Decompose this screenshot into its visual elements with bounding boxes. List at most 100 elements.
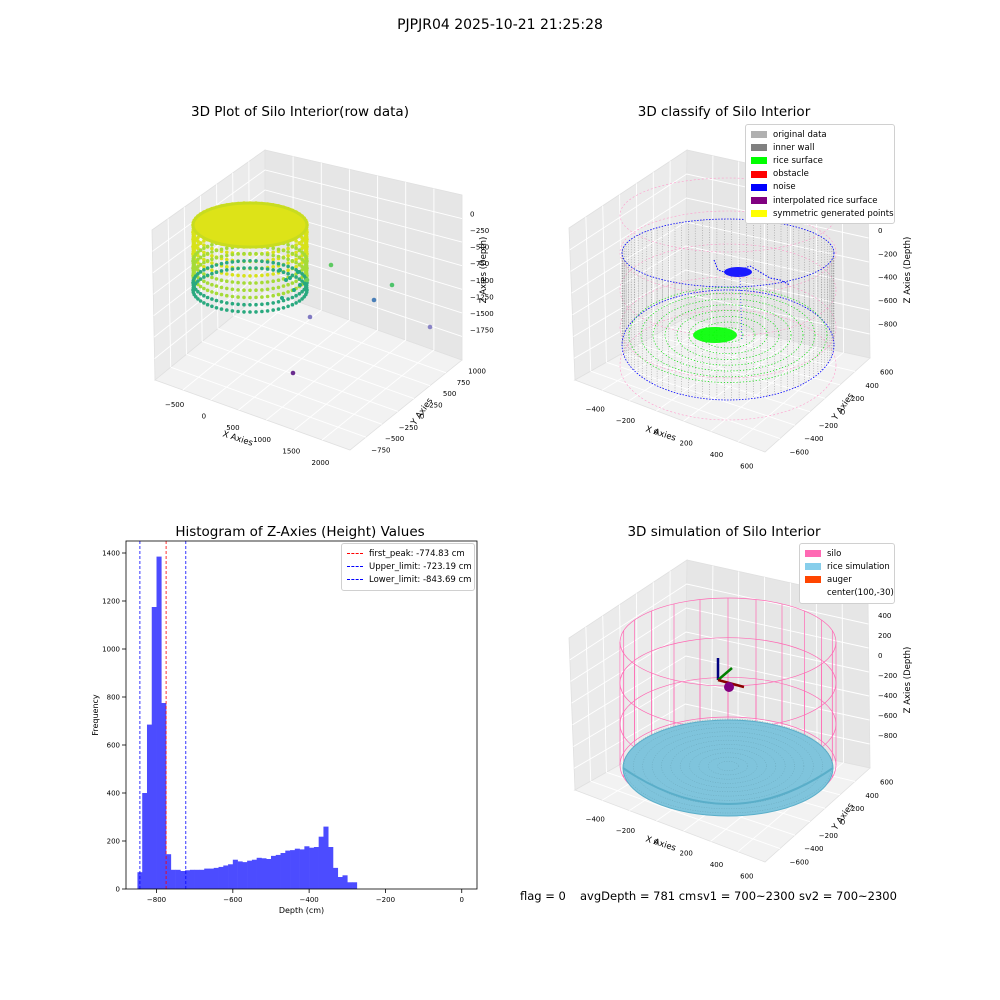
histogram-bar (146, 724, 153, 889)
data-point (230, 294, 235, 299)
data-point (225, 246, 229, 250)
data-point (225, 268, 229, 272)
data-point (286, 271, 290, 276)
data-point (307, 314, 313, 320)
histogram-bars (137, 556, 358, 889)
data-point (286, 257, 290, 261)
data-point (254, 259, 258, 263)
y-tick-label: −600 (790, 448, 809, 456)
rice-surface-point (693, 327, 737, 343)
histogram-bar (237, 861, 243, 889)
data-point (290, 295, 295, 300)
panel3-histogram: −800 −600 −400 −200 0 0 200 400 600 800 1000 1200 14… (91, 540, 478, 915)
y-tick-label: 200 (107, 838, 120, 846)
data-point (290, 370, 296, 376)
data-point (304, 249, 309, 254)
data-point (254, 288, 258, 292)
data-point (242, 281, 246, 285)
data-point (214, 270, 219, 274)
histogram-bar (251, 859, 257, 889)
data-point (248, 281, 252, 285)
histogram-bar (270, 855, 277, 889)
data-point (265, 287, 270, 292)
data-point (297, 262, 302, 267)
z-tick-label: −1250 (470, 293, 494, 301)
y-tick-label: −200 (819, 422, 838, 430)
data-point (260, 309, 264, 314)
data-point (214, 277, 219, 281)
grid-line (210, 162, 322, 401)
data-point (294, 246, 298, 250)
data-point (260, 266, 264, 271)
z-tick-label: −400 (878, 274, 897, 282)
data-point (210, 243, 214, 247)
grid-line (622, 352, 811, 413)
grid-line (737, 594, 845, 853)
data-point (198, 277, 203, 281)
grid-line (668, 571, 671, 737)
y-tick-label: 400 (107, 790, 120, 798)
data-point (219, 307, 224, 311)
z-tick-label: −500 (470, 244, 489, 252)
data-point (265, 260, 270, 264)
z-tick-label: 0 (878, 652, 882, 660)
z-tick-label: −250 (470, 227, 489, 235)
data-point (225, 308, 229, 312)
data-point (225, 301, 229, 305)
data-point (202, 272, 206, 276)
y-tick-label: 0 (116, 886, 120, 894)
z-tick-label: −600 (878, 712, 897, 720)
noise-point (621, 289, 835, 401)
data-point (297, 241, 302, 245)
y-tick-label: 200 (851, 395, 864, 403)
grid-line (152, 189, 463, 274)
histogram-bar (266, 859, 272, 889)
data-point (271, 250, 276, 255)
data-point (205, 266, 210, 270)
y-axis-label: Y Axies (409, 396, 436, 428)
status-sv2: sv2 = 700~2300 (799, 889, 897, 903)
data-point (236, 295, 240, 299)
y-tick-label: −750 (371, 446, 390, 454)
z-tick-label: −200 (878, 250, 897, 258)
rice-simulation-surface (717, 761, 739, 771)
legend-label: original data (773, 129, 827, 140)
data-point (271, 308, 276, 312)
data-point (276, 285, 281, 290)
rice-surface-point (628, 287, 828, 383)
data-point (286, 261, 290, 265)
grid-line (606, 361, 796, 426)
data-point (198, 292, 203, 296)
data-point (210, 304, 214, 309)
data-point (214, 298, 219, 303)
data-point (219, 292, 224, 297)
grid-line (182, 156, 294, 391)
histogram-bar (313, 847, 319, 889)
z-tick-label: 200 (878, 632, 891, 640)
rice-simulation-surface (622, 719, 834, 817)
rice-surface-point (676, 310, 780, 360)
panel3-legend: first_peak: -774.83 cm Upper_limit: -723.… (341, 543, 475, 591)
y-tick-label: 250 (429, 401, 442, 409)
data-point (191, 201, 309, 249)
grid-line (619, 604, 623, 764)
data-point (210, 246, 214, 251)
rice-simulation-surface (698, 752, 758, 780)
data-point (219, 278, 224, 282)
data-point (304, 285, 309, 290)
data-point (210, 261, 214, 265)
data-point (304, 235, 309, 239)
status-sv1: sv1 = 700~2300 (697, 889, 795, 903)
data-point (225, 257, 229, 262)
silo-outline (619, 276, 837, 379)
data-point (271, 246, 276, 250)
data-point (276, 247, 281, 252)
histogram-bar (299, 849, 305, 889)
z-tick-label: −600 (878, 297, 897, 305)
grid-line (572, 655, 870, 726)
histogram-bar (328, 847, 334, 889)
grid-line (573, 703, 870, 769)
data-point (196, 272, 200, 276)
data-point (205, 295, 210, 300)
histogram-bar (318, 836, 324, 889)
